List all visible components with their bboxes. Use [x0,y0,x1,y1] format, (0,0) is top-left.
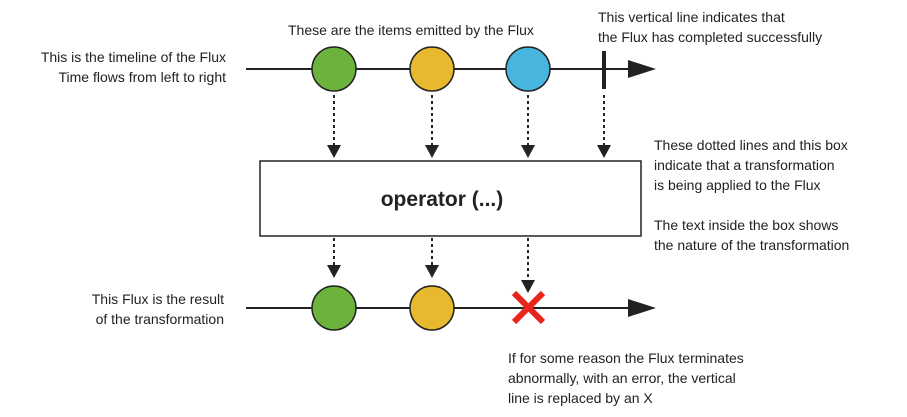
error-label-line2: abnormally, with an error, the vertical [508,370,736,386]
dotted-arrow-4 [597,145,611,158]
box-text-label-line2: the nature of the transformation [654,237,850,253]
bottom-item-green [311,285,357,331]
operator-label: operator (...) [381,188,504,211]
box-text-label-line1: The text inside the box shows [654,217,839,233]
top-item-blue [505,46,551,92]
result-label: This Flux is the result of the transform… [10,289,224,329]
error-label-line1: If for some reason the Flux terminates [508,350,744,366]
error-x-icon [511,290,546,325]
transformation-label-line1: These dotted lines and this box [654,137,848,153]
error-label: If for some reason the Flux terminates a… [508,348,744,408]
result-label-line2: of the transformation [95,311,224,327]
top-timeline-label: This is the timeline of the Flux Time fl… [10,47,226,87]
completion-label-line1: This vertical line indicates that [598,9,785,25]
top-timeline-label-line2: Time flows from left to right [58,69,226,85]
top-item-yellow [409,46,455,92]
completion-label: This vertical line indicates that the Fl… [598,7,822,47]
transformation-label: These dotted lines and this box indicate… [654,135,848,195]
transformation-label-line2: indicate that a transformation [654,157,835,173]
dotted-arrow-6 [425,265,439,278]
operator-box [259,160,642,237]
result-label-line1: This Flux is the result [91,291,224,307]
items-emitted-label: These are the items emitted by the Flux [288,22,534,38]
completion-label-line2: the Flux has completed successfully [598,29,823,45]
dotted-arrow-5 [327,265,341,278]
dotted-arrow-3 [521,145,535,158]
dotted-arrow-2 [425,145,439,158]
bottom-item-yellow [409,285,455,331]
top-timeline-label-line1: This is the timeline of the Flux [40,49,226,65]
dotted-arrow-1 [327,145,341,158]
top-item-green [311,46,357,92]
dotted-arrow-7 [521,280,535,293]
transformation-label-line3: is being applied to the Flux [654,177,821,193]
top-timeline-arrowhead [628,60,656,78]
bottom-timeline-arrowhead [628,299,656,317]
error-label-line3: line is replaced by an X [508,390,653,406]
box-text-label: The text inside the box shows the nature… [654,215,849,255]
